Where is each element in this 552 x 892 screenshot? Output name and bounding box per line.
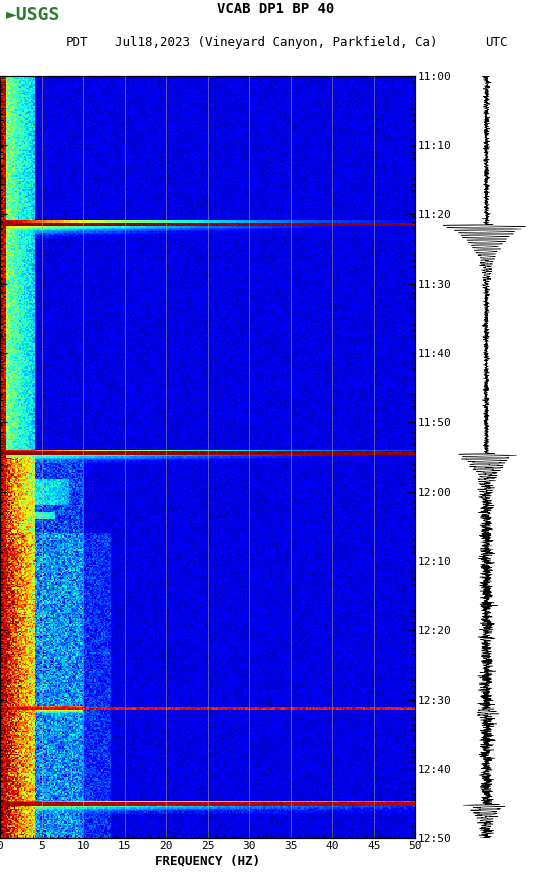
X-axis label: FREQUENCY (HZ): FREQUENCY (HZ) (155, 854, 260, 867)
Text: ►USGS: ►USGS (6, 6, 60, 24)
Text: PDT: PDT (66, 37, 89, 49)
Text: UTC: UTC (485, 37, 508, 49)
Text: Jul18,2023 (Vineyard Canyon, Parkfield, Ca): Jul18,2023 (Vineyard Canyon, Parkfield, … (115, 37, 437, 49)
Text: VCAB DP1 BP 40: VCAB DP1 BP 40 (217, 2, 335, 15)
